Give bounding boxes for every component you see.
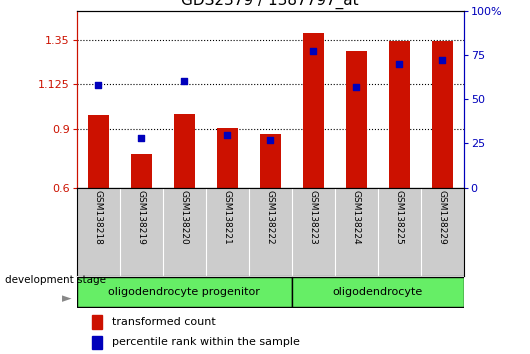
Text: GSM138225: GSM138225 xyxy=(395,190,404,245)
Text: GSM138223: GSM138223 xyxy=(309,190,318,245)
Title: GDS2379 / 1387797_at: GDS2379 / 1387797_at xyxy=(181,0,359,9)
Text: GSM138218: GSM138218 xyxy=(94,190,103,245)
FancyBboxPatch shape xyxy=(292,277,464,307)
Text: oligodendrocyte: oligodendrocyte xyxy=(333,287,423,297)
Bar xyxy=(92,315,102,329)
Text: GSM138221: GSM138221 xyxy=(223,190,232,245)
Text: transformed count: transformed count xyxy=(112,317,215,327)
Text: GSM138220: GSM138220 xyxy=(180,190,189,245)
FancyBboxPatch shape xyxy=(77,277,292,307)
Bar xyxy=(431,41,453,188)
Text: GSM138224: GSM138224 xyxy=(352,190,361,245)
Text: GSM138222: GSM138222 xyxy=(266,190,275,245)
Point xyxy=(180,79,189,84)
Text: GSM138219: GSM138219 xyxy=(137,190,146,245)
Point xyxy=(223,132,232,137)
Text: oligodendrocyte progenitor: oligodendrocyte progenitor xyxy=(108,287,260,297)
Text: ►: ► xyxy=(62,293,72,306)
Bar xyxy=(87,115,109,188)
Bar xyxy=(130,154,152,188)
Bar xyxy=(388,41,410,188)
Point xyxy=(137,135,146,141)
Bar xyxy=(260,133,281,188)
Point xyxy=(352,84,360,90)
Point xyxy=(94,82,103,88)
Bar xyxy=(92,336,102,349)
Point xyxy=(438,57,446,63)
Bar xyxy=(303,33,324,188)
Point xyxy=(395,61,403,67)
Text: GSM138229: GSM138229 xyxy=(438,190,447,245)
Text: percentile rank within the sample: percentile rank within the sample xyxy=(112,337,299,348)
Text: development stage: development stage xyxy=(5,275,107,285)
Bar xyxy=(346,51,367,188)
Point xyxy=(266,137,275,143)
Point xyxy=(309,48,317,54)
Bar xyxy=(217,128,238,188)
Bar xyxy=(173,114,195,188)
